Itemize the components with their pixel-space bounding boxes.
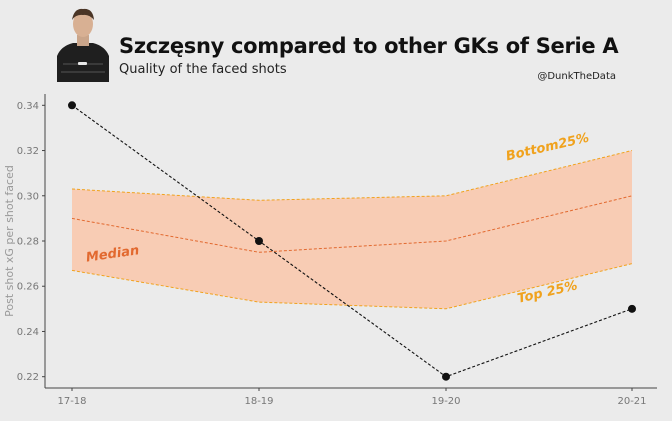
y-tick-label: 0.28 bbox=[17, 237, 39, 248]
upper-annotation: Bottom25% bbox=[504, 131, 590, 165]
chart-header: Szczęsny compared to other GKs of Serie … bbox=[0, 0, 672, 90]
upper-line bbox=[71, 150, 633, 201]
series-lines-layer bbox=[71, 150, 633, 310]
player-line bbox=[71, 104, 633, 378]
x-tick-label: 20-21 bbox=[617, 396, 646, 407]
player-point bbox=[442, 372, 450, 381]
player-point bbox=[68, 101, 76, 110]
markers-layer bbox=[68, 101, 636, 381]
interquartile-band bbox=[72, 150, 632, 309]
lower-line bbox=[71, 263, 633, 310]
chart-subtitle: Quality of the faced shots bbox=[119, 62, 287, 77]
y-tick-label: 0.30 bbox=[17, 191, 39, 202]
chart-title: Szczęsny compared to other GKs of Serie … bbox=[119, 34, 619, 58]
y-tick-label: 0.34 bbox=[17, 101, 39, 112]
player-point bbox=[628, 304, 636, 313]
player-photo bbox=[57, 4, 109, 82]
player-point bbox=[255, 237, 263, 245]
y-tick-label: 0.32 bbox=[17, 146, 39, 157]
player-avatar bbox=[57, 4, 109, 82]
author-credit: @DunkTheData bbox=[537, 71, 616, 82]
y-tick-label: 0.24 bbox=[17, 327, 39, 338]
x-tick-label: 19-20 bbox=[431, 396, 460, 407]
y-axis-label: Post shot xG per shot faced bbox=[3, 165, 16, 317]
axes-layer: 0.22 0.24 0.26 0.28 0.30 0.32 0.34 17-18 18-19 19… bbox=[3, 94, 657, 407]
median-annotation: Median bbox=[85, 243, 140, 265]
y-tick-label: 0.26 bbox=[17, 282, 39, 293]
x-tick-label: 18-19 bbox=[244, 396, 273, 407]
median-line bbox=[71, 195, 633, 253]
x-tick-label: 17-18 bbox=[57, 396, 86, 407]
y-tick-label: 0.22 bbox=[17, 372, 39, 383]
quartile-band-layer bbox=[72, 150, 632, 309]
